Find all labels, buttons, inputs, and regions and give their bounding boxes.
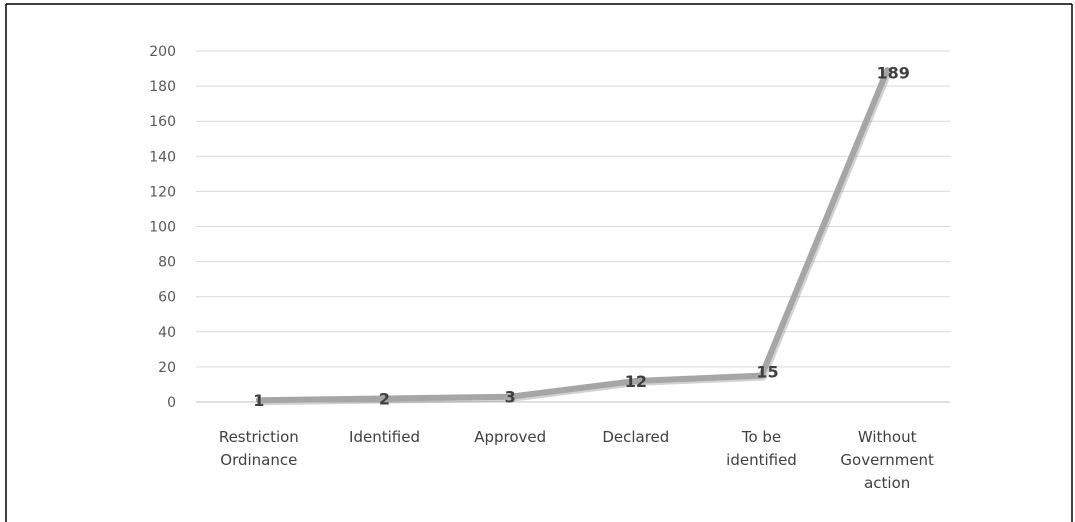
x-category-label: Identified xyxy=(349,428,420,446)
y-tick-label: 140 xyxy=(149,149,176,165)
x-category-label: Approved xyxy=(474,428,546,446)
x-category-label: To be identified xyxy=(726,428,797,469)
x-category-label: Restriction Ordinance xyxy=(219,428,299,469)
data-label: 1 xyxy=(253,391,264,410)
data-label: 2 xyxy=(379,389,390,408)
y-tick-label: 60 xyxy=(158,290,176,306)
data-point xyxy=(632,377,639,384)
data-point xyxy=(255,397,262,404)
data-label: 3 xyxy=(505,388,516,407)
y-tick-label: 40 xyxy=(158,325,176,341)
y-tick-label: 200 xyxy=(149,44,176,60)
y-tick-label: 120 xyxy=(149,184,176,200)
y-tick-label: 160 xyxy=(149,114,176,130)
y-tick-label: 80 xyxy=(158,255,176,271)
data-point xyxy=(884,67,891,74)
series-line xyxy=(255,67,891,404)
data-label: 12 xyxy=(625,372,647,391)
y-tick-label: 100 xyxy=(149,220,176,236)
gridlines xyxy=(196,50,950,403)
data-point xyxy=(381,395,388,402)
y-tick-label: 180 xyxy=(149,79,176,95)
x-axis: Restriction Ordinance Identified Approved De… xyxy=(219,428,934,492)
x-category-label: Declared xyxy=(602,428,669,446)
y-axis: 0 20 40 60 80 100 120 140 160 180 200 xyxy=(149,44,176,411)
series-line-group xyxy=(255,67,893,406)
x-category-label: Without Government action xyxy=(840,428,934,492)
y-tick-label: 20 xyxy=(158,360,176,376)
data-label: 15 xyxy=(756,363,778,382)
data-point xyxy=(758,372,765,379)
data-label: 189 xyxy=(876,63,909,82)
y-tick-label: 0 xyxy=(167,395,176,411)
data-point xyxy=(507,393,514,400)
